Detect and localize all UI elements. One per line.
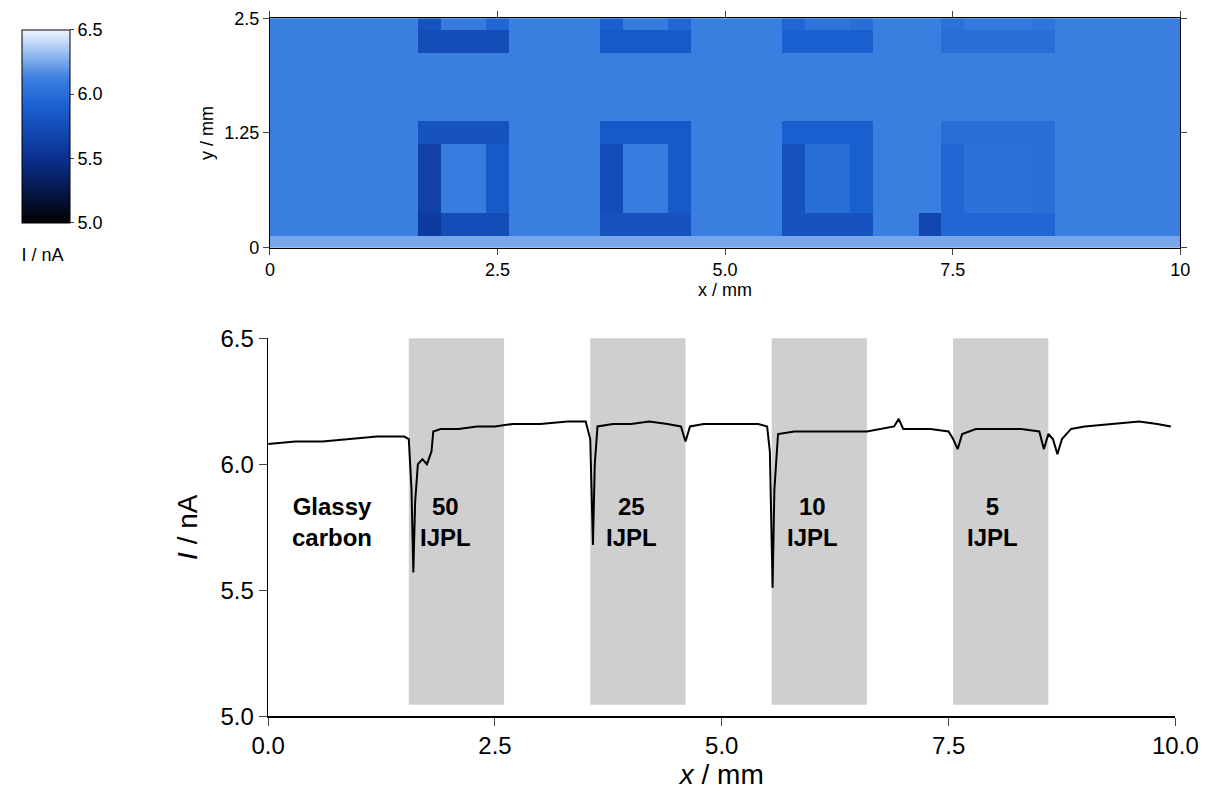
svg-text:6.0: 6.0	[78, 84, 103, 104]
svg-text:5.0: 5.0	[713, 260, 738, 280]
svg-text:0: 0	[249, 238, 259, 258]
svg-text:0.0: 0.0	[251, 732, 284, 759]
svg-text:5.0: 5.0	[78, 213, 103, 233]
svg-text:7.5: 7.5	[932, 732, 965, 759]
svg-text:6.5: 6.5	[221, 325, 254, 352]
svg-text:2.5: 2.5	[234, 9, 259, 29]
svg-text:x / mm: x / mm	[698, 280, 752, 300]
svg-text:y / mm: y / mm	[197, 106, 217, 160]
svg-text:0: 0	[265, 260, 275, 280]
svg-text:1.25: 1.25	[224, 123, 259, 143]
svg-text:25IJPL: 25IJPL	[606, 493, 657, 551]
svg-text:10IJPL: 10IJPL	[787, 493, 838, 551]
svg-text:2.5: 2.5	[485, 260, 510, 280]
svg-text:5.5: 5.5	[78, 149, 103, 169]
svg-text:5.0: 5.0	[221, 703, 254, 730]
svg-text:I / nA: I / nA	[172, 494, 203, 560]
svg-text:10.0: 10.0	[1152, 732, 1199, 759]
svg-text:6.0: 6.0	[221, 451, 254, 478]
svg-text:x / mm: x / mm	[678, 759, 764, 790]
svg-text:10: 10	[1170, 260, 1190, 280]
svg-text:5.5: 5.5	[221, 577, 254, 604]
svg-text:5.0: 5.0	[705, 732, 738, 759]
svg-text:2.5: 2.5	[478, 732, 511, 759]
svg-text:Glassycarbon: Glassycarbon	[292, 493, 372, 551]
svg-text:50IJPL: 50IJPL	[420, 493, 471, 551]
svg-text:7.5: 7.5	[940, 260, 965, 280]
svg-text:5IJPL: 5IJPL	[967, 493, 1018, 551]
svg-text:6.5: 6.5	[78, 20, 103, 40]
svg-text:I / nA: I / nA	[22, 245, 64, 265]
